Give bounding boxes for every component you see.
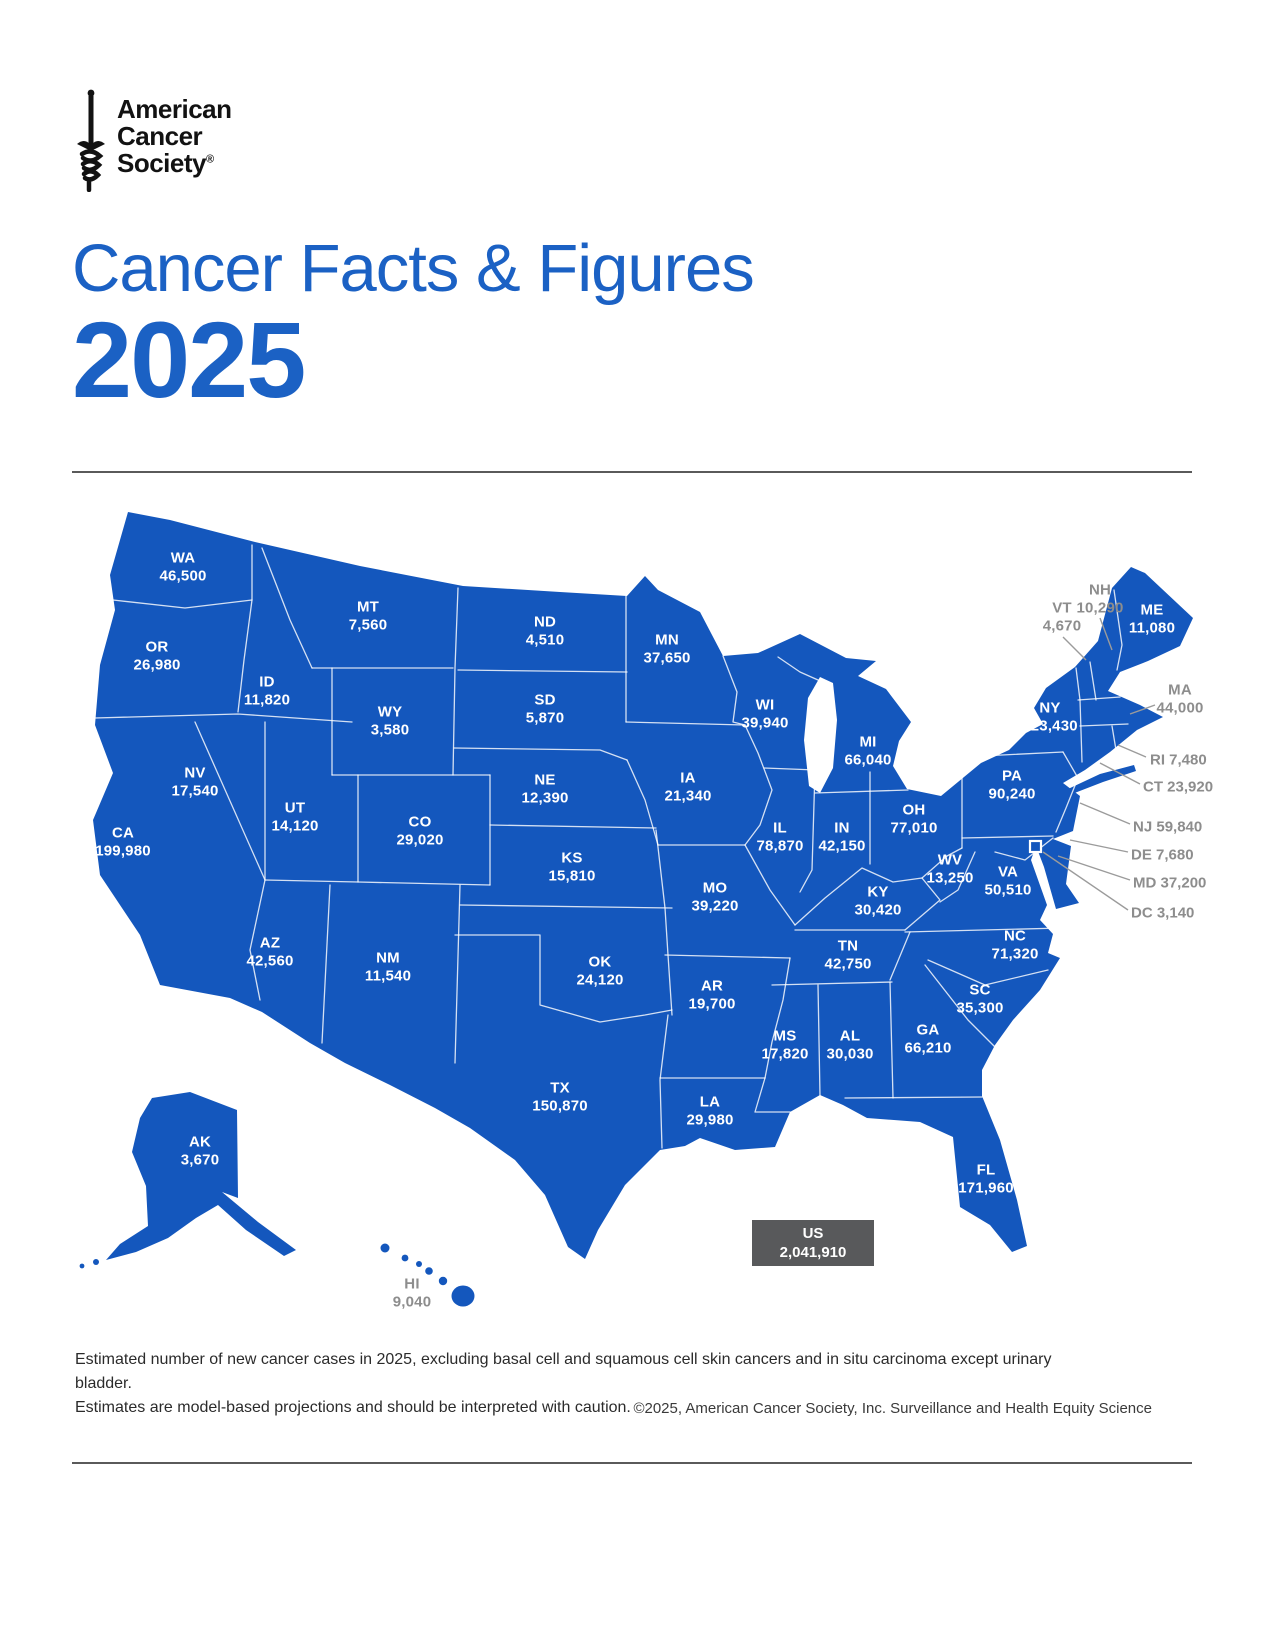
state-label-AL: AL 30,030 — [826, 1027, 874, 1063]
state-label-VT: VT 4,670 — [1042, 599, 1082, 635]
state-label-NE: NE 12,390 — [521, 771, 569, 807]
state-label-MN: MN 37,650 — [643, 631, 691, 667]
state-label-CT: CT 23,920 — [1143, 778, 1214, 796]
state-label-DE: DE 7,680 — [1131, 846, 1194, 864]
us-total-abbr: US — [802, 1224, 824, 1242]
state-label-OR: OR 26,980 — [133, 638, 181, 674]
state-label-IN: IN 42,150 — [818, 819, 866, 855]
state-label-MT: MT 7,560 — [348, 598, 388, 634]
state-label-MS: MS 17,820 — [761, 1027, 809, 1063]
state-label-NY: NY 123,430 — [1022, 699, 1078, 735]
hawaii-shapes — [380, 1243, 475, 1307]
state-label-NM: NM 11,540 — [364, 949, 412, 985]
state-label-GA: GA 66,210 — [904, 1021, 952, 1057]
acs-logo-text: American Cancer Society® — [117, 96, 232, 176]
lake-michigan-shape — [804, 677, 837, 793]
state-label-IA: IA 21,340 — [664, 769, 712, 805]
state-label-DC: DC 3,140 — [1131, 904, 1195, 922]
state-label-WA: WA 46,500 — [159, 549, 207, 585]
footnote-line-2: Estimates are model-based projections an… — [75, 1399, 631, 1416]
divider-bottom — [72, 1462, 1192, 1464]
state-label-OH: OH 77,010 — [890, 801, 938, 837]
state-label-ME: ME 11,080 — [1128, 601, 1176, 637]
state-label-PA: PA 90,240 — [988, 767, 1036, 803]
state-label-WY: WY 3,580 — [370, 703, 410, 739]
state-label-ID: ID 11,820 — [243, 673, 291, 709]
state-label-NJ: NJ 59,840 — [1133, 818, 1203, 836]
state-label-SC: SC 35,300 — [956, 981, 1004, 1017]
state-label-KY: KY 30,420 — [854, 883, 902, 919]
title-year: 2025 — [72, 299, 306, 421]
registered-mark: ® — [206, 152, 214, 165]
state-label-UT: UT 14,120 — [271, 799, 319, 835]
acs-logo: American Cancer Society® — [74, 88, 232, 192]
state-label-KS: KS 15,810 — [548, 849, 596, 885]
aleutian-island-2 — [79, 1263, 85, 1269]
state-label-TX: TX 150,870 — [532, 1079, 588, 1115]
logo-line-3: Society® — [117, 147, 214, 178]
footnote: Estimated number of new cancer cases in … — [75, 1348, 1085, 1420]
state-borders — [94, 544, 1129, 1149]
logo-line-1: American — [117, 94, 232, 124]
state-label-IL: IL 78,870 — [756, 819, 804, 855]
callout-leader-lines — [1042, 617, 1156, 911]
state-label-FL: FL 171,960 — [958, 1161, 1014, 1197]
copyright-credit: ©2025, American Cancer Society, Inc. Sur… — [633, 1400, 1152, 1417]
state-label-CO: CO 29,020 — [396, 813, 444, 849]
acs-sword-icon — [77, 89, 105, 192]
state-label-MD: MD 37,200 — [1133, 874, 1207, 892]
state-label-ND: ND 4,510 — [525, 613, 565, 649]
state-label-MO: MO 39,220 — [691, 879, 739, 915]
mainland-shape — [93, 512, 1193, 1259]
us-total-box: US 2,041,910 — [752, 1220, 874, 1266]
state-label-NC: NC 71,320 — [991, 927, 1039, 963]
state-label-AZ: AZ 42,560 — [246, 934, 294, 970]
title-text: Cancer Facts & Figures — [72, 231, 755, 306]
state-label-NH: NH 10,290 — [1076, 581, 1124, 617]
state-label-WV: WV 13,250 — [926, 851, 974, 887]
state-label-NV: NV 17,540 — [171, 764, 219, 800]
dc-marker — [1028, 839, 1043, 854]
state-label-TN: TN 42,750 — [824, 937, 872, 973]
state-label-LA: LA 29,980 — [686, 1093, 734, 1129]
aleutian-island-1 — [93, 1259, 99, 1265]
alaska-shape — [106, 1092, 296, 1260]
state-label-AK: AK 3,670 — [180, 1133, 220, 1169]
state-label-CA: CA 199,980 — [95, 824, 151, 860]
state-label-HI: HI 9,040 — [392, 1275, 432, 1311]
divider-top — [72, 471, 1192, 473]
state-label-MA: MA 44,000 — [1156, 681, 1204, 717]
state-label-MI: MI 66,040 — [844, 733, 892, 769]
state-label-VA: VA 50,510 — [984, 863, 1032, 899]
state-label-RI: RI 7,480 — [1150, 751, 1207, 769]
footnote-line-1: Estimated number of new cancer cases in … — [75, 1351, 1052, 1392]
us-total-value: 2,041,910 — [779, 1244, 847, 1261]
logo-line-2: Cancer — [117, 120, 203, 151]
state-label-OK: OK 24,120 — [576, 953, 624, 989]
page-title: Cancer Facts & Figures 2025 — [72, 231, 755, 421]
state-label-WI: WI 39,940 — [741, 696, 789, 732]
state-label-AR: AR 19,700 — [688, 977, 736, 1013]
state-label-SD: SD 5,870 — [525, 691, 565, 727]
